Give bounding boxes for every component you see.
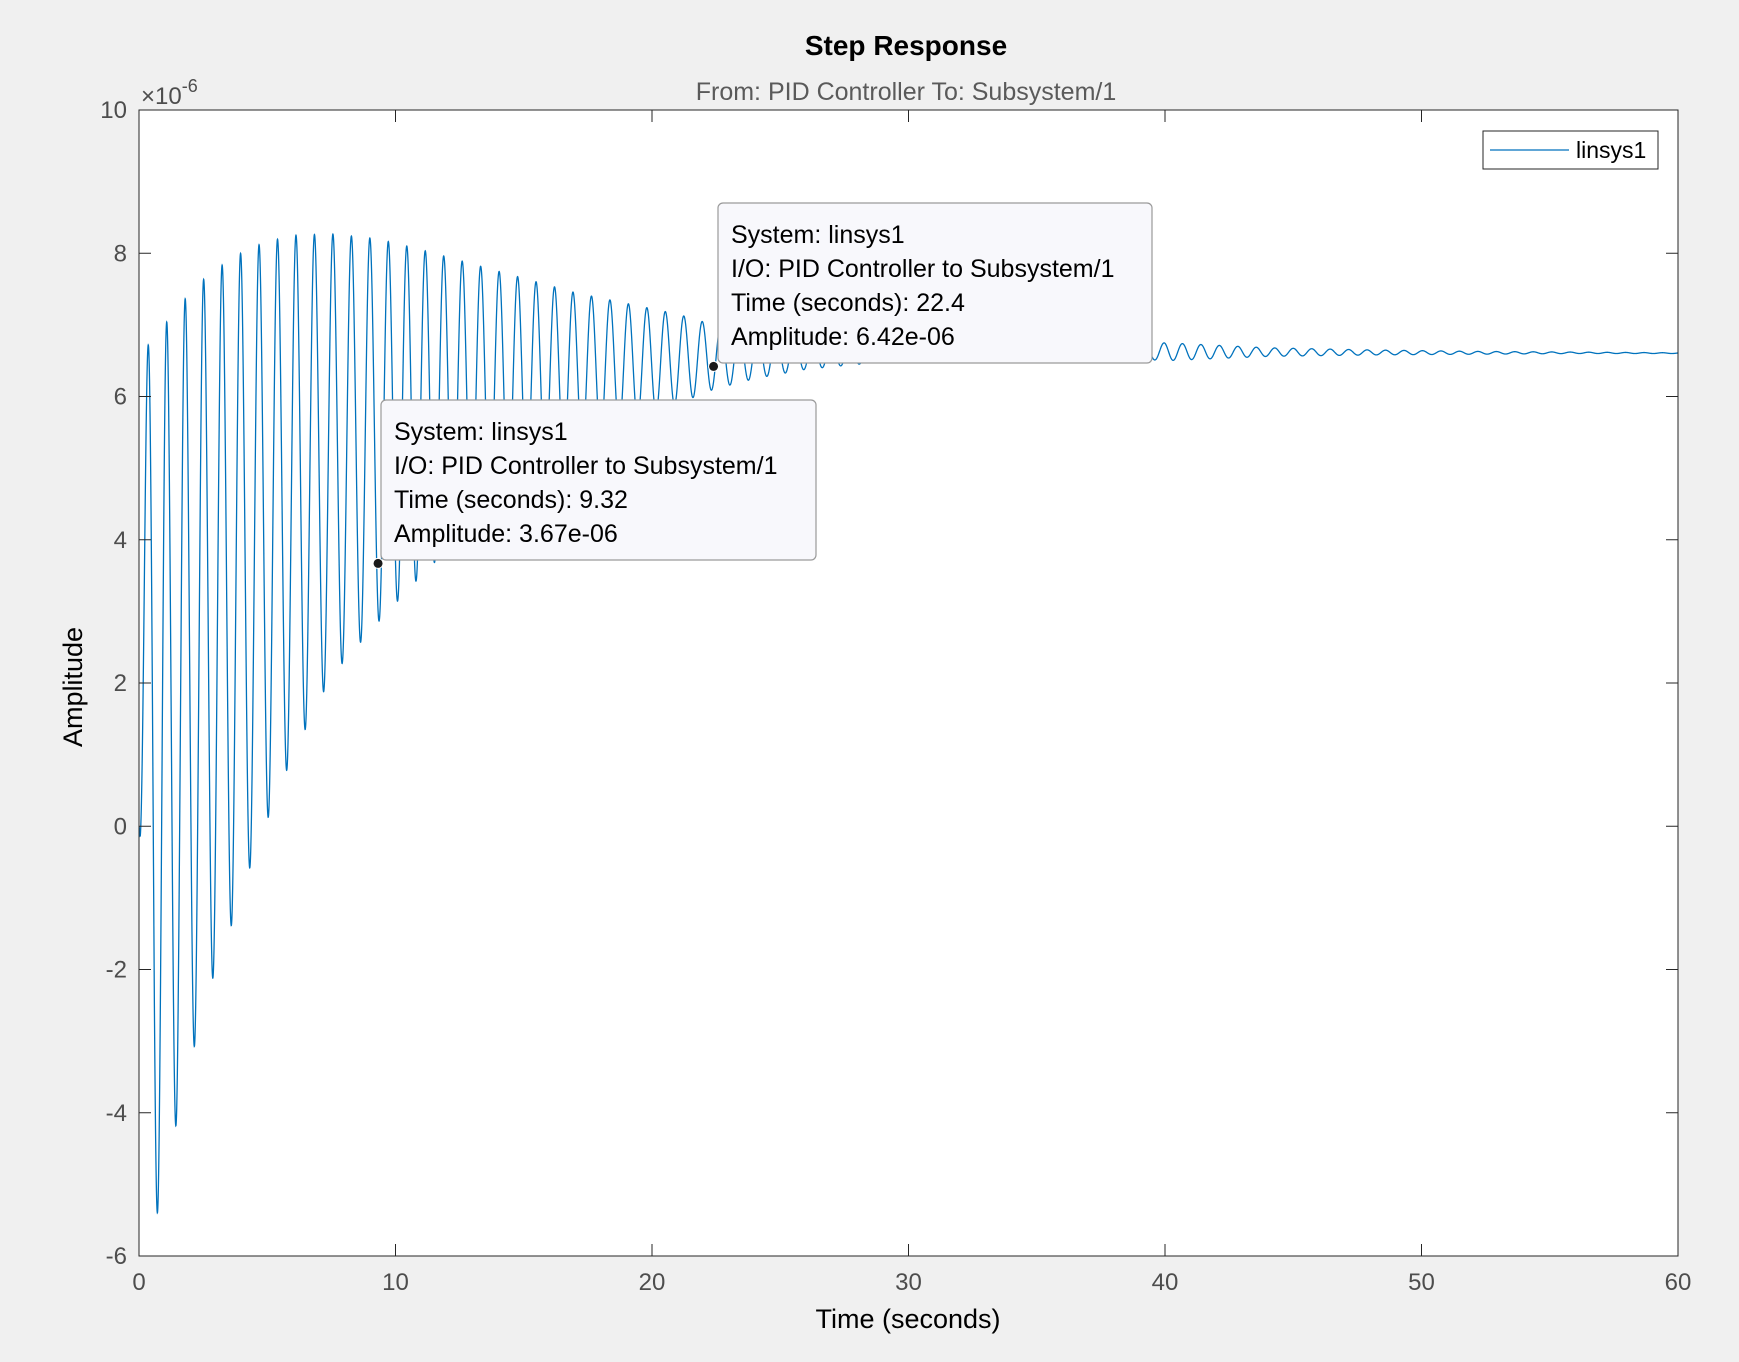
datatip-amplitude: Amplitude: 6.42e-06 — [731, 323, 955, 351]
y-tick-label: 10 — [100, 97, 127, 124]
datatip-2[interactable]: System: linsys1 I/O: PID Controller to S… — [380, 399, 817, 561]
datatip-amplitude: Amplitude: 3.67e-06 — [394, 520, 618, 548]
datatip-time: Time (seconds): 9.32 — [394, 486, 628, 514]
y-tick-label: -4 — [106, 1100, 127, 1127]
x-tick-label: 50 — [1408, 1269, 1435, 1296]
y-tick-label: 8 — [114, 240, 127, 267]
legend[interactable]: linsys1 — [1482, 130, 1659, 170]
x-tick-label: 10 — [382, 1269, 409, 1296]
x-tick-label: 0 — [132, 1269, 145, 1296]
x-tick-label: 20 — [639, 1269, 666, 1296]
y-axis-label: Amplitude — [58, 627, 88, 747]
y-exponent-label: ×10-6 — [141, 76, 198, 110]
x-tick-labels: 0 10 20 30 40 50 60 — [132, 1269, 1691, 1296]
datatip-marker[interactable] — [372, 557, 384, 569]
datatip-system: System: linsys1 — [394, 418, 568, 446]
datatip-1[interactable]: System: linsys1 I/O: PID Controller to S… — [717, 202, 1153, 364]
x-tick-label: 30 — [895, 1269, 922, 1296]
datatip-io: I/O: PID Controller to Subsystem/1 — [731, 255, 1114, 283]
axis-ticks — [138, 109, 1679, 1257]
datatip-marker[interactable] — [708, 360, 720, 372]
datatip-io: I/O: PID Controller to Subsystem/1 — [394, 452, 777, 480]
y-tick-label: 6 — [114, 384, 127, 411]
y-tick-label: -2 — [106, 957, 127, 984]
chart-title: Step Response — [805, 30, 1007, 61]
y-tick-label: 2 — [114, 670, 127, 697]
datatip-system: System: linsys1 — [731, 221, 905, 249]
datatip-box — [717, 202, 1153, 364]
x-axis-label: Time (seconds) — [815, 1304, 1000, 1334]
datatip-time: Time (seconds): 22.4 — [731, 289, 965, 317]
x-tick-label: 60 — [1665, 1269, 1692, 1296]
y-tick-label: -6 — [106, 1243, 127, 1270]
chart-subtitle: From: PID Controller To: Subsystem/1 — [696, 78, 1117, 106]
y-tick-label: 4 — [114, 527, 127, 554]
y-tick-label: 0 — [114, 813, 127, 840]
x-tick-label: 40 — [1152, 1269, 1179, 1296]
datatip-box — [380, 399, 817, 561]
y-tick-labels: 10 8 6 4 2 0 -2 -4 -6 — [100, 97, 127, 1270]
legend-entry-linsys1: linsys1 — [1576, 137, 1646, 163]
